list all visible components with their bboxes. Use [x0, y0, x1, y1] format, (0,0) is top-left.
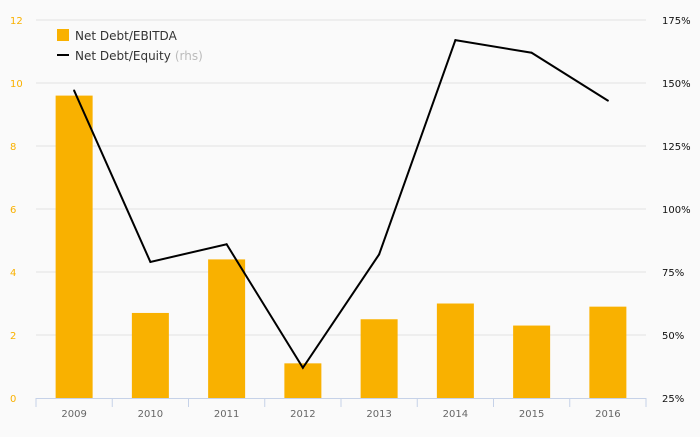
- x-tick-label: 2012: [290, 409, 315, 420]
- left-tick-label: 8: [10, 142, 16, 153]
- left-tick-label: 12: [10, 16, 23, 27]
- bar-2010: [131, 312, 169, 398]
- right-tick-label: 50%: [662, 331, 684, 342]
- bar-2014: [436, 303, 474, 398]
- line-point-2014: [454, 39, 457, 42]
- right-tick-label: 125%: [662, 142, 691, 153]
- bar-2009: [55, 95, 93, 398]
- line-point-2013: [378, 253, 381, 256]
- line-point-2009: [73, 89, 76, 92]
- x-tick-label: 2011: [214, 409, 239, 420]
- legend: Net Debt/EBITDA Net Debt/Equity (rhs): [57, 29, 203, 63]
- bar-2013: [360, 319, 398, 398]
- x-tick-label: 2013: [366, 409, 391, 420]
- left-tick-label: 10: [10, 79, 23, 90]
- right-tick-label: 150%: [662, 79, 691, 90]
- left-tick-label: 4: [10, 268, 16, 279]
- right-tick-label: 75%: [662, 268, 684, 279]
- legend-label-bar: Net Debt/EBITDA: [75, 29, 178, 43]
- line-point-2015: [530, 51, 533, 54]
- legend-line-suffix: (rhs): [175, 49, 203, 63]
- x-tick-label: 2014: [443, 409, 468, 420]
- line-point-2010: [149, 260, 152, 263]
- line-point-2011: [225, 243, 228, 246]
- x-tick-label: 2010: [138, 409, 163, 420]
- line-point-2012: [301, 366, 304, 369]
- line-point-2016: [606, 99, 609, 102]
- x-tick-label: 2015: [519, 409, 544, 420]
- right-tick-label: 25%: [662, 394, 684, 405]
- x-tick-label: 2009: [61, 409, 86, 420]
- bar-2011: [208, 259, 246, 398]
- left-tick-label: 6: [10, 205, 16, 216]
- legend-swatch-bar: [57, 29, 69, 41]
- legend-line-name: Net Debt/Equity: [75, 49, 171, 63]
- bar-2015: [513, 325, 551, 398]
- left-tick-label: 0: [10, 394, 16, 405]
- right-tick-label: 100%: [662, 205, 691, 216]
- left-tick-label: 2: [10, 331, 16, 342]
- right-tick-label: 175%: [662, 16, 691, 27]
- bar-2016: [589, 306, 627, 398]
- net-debt-equity-line: [73, 39, 609, 370]
- x-tick-label: 2016: [595, 409, 620, 420]
- legend-label-line: Net Debt/Equity (rhs): [75, 49, 203, 63]
